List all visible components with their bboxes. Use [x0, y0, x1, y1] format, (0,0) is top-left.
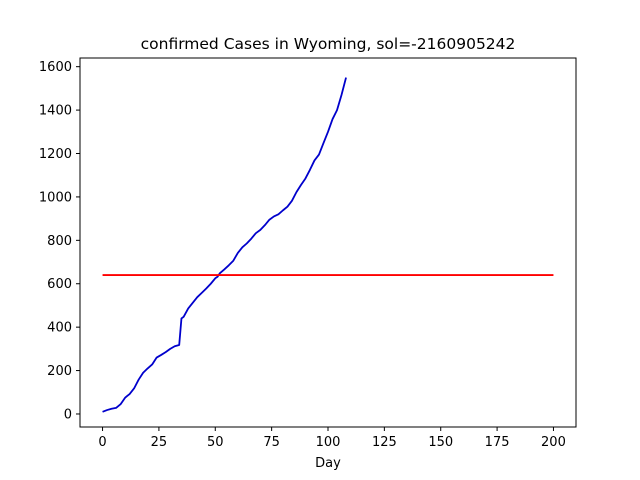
y-tick-label: 200: [47, 364, 72, 379]
x-tick-label: 75: [263, 435, 280, 450]
y-tick-label: 0: [64, 407, 72, 422]
x-tick-label: 25: [151, 435, 168, 450]
y-tick-label: 600: [47, 277, 72, 292]
x-tick-label: 50: [207, 435, 224, 450]
y-tick-label: 1200: [39, 147, 72, 162]
x-tick-label: 0: [98, 435, 106, 450]
y-tick-label: 800: [47, 234, 72, 249]
x-axis-label: Day: [315, 456, 341, 471]
series-line-0: [102, 77, 347, 413]
x-tick-label: 125: [372, 435, 397, 450]
y-axis-ticks: 0 200 400 600 800 1000 1200 1400 1600: [39, 60, 80, 422]
y-tick-label: 1000: [39, 190, 72, 205]
x-tick-label: 175: [485, 435, 510, 450]
x-tick-label: 150: [428, 435, 453, 450]
y-tick-label: 1600: [39, 60, 72, 75]
plot-lines: [102, 77, 554, 413]
x-tick-label: 200: [541, 435, 566, 450]
x-axis-ticks: 0 25 50 75 100 125 150 175 200: [98, 427, 566, 450]
y-tick-label: 1400: [39, 104, 72, 119]
chart-title: confirmed Cases in Wyoming, sol=-2160905…: [141, 35, 516, 53]
x-tick-label: 100: [316, 435, 341, 450]
y-tick-label: 400: [47, 321, 72, 336]
